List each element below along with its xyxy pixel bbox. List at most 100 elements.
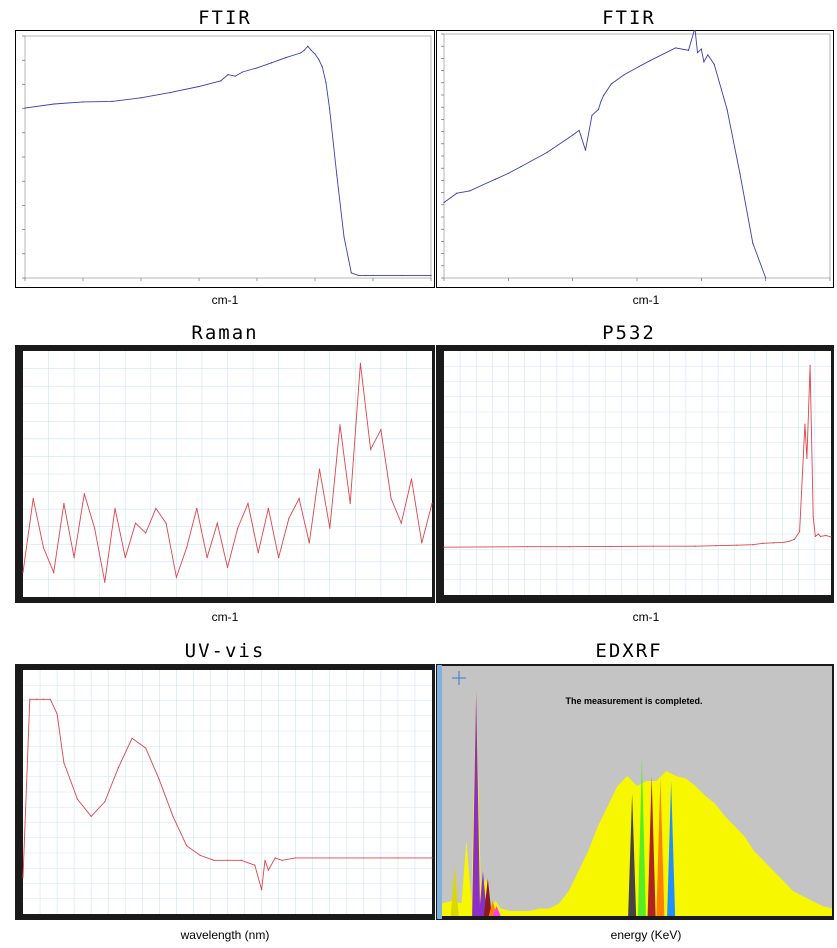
- data-point: [675, 47, 677, 49]
- data-point: [172, 815, 174, 817]
- data-point: [812, 516, 814, 518]
- x-axis-label-p532: cm-1: [632, 610, 660, 624]
- data-point: [736, 544, 738, 546]
- data-point: [752, 242, 754, 244]
- data-point: [145, 747, 147, 749]
- data-point: [357, 274, 360, 277]
- data-point: [82, 101, 84, 103]
- data-point: [73, 557, 75, 559]
- data-point: [295, 857, 297, 859]
- data-point: [318, 468, 321, 470]
- data-point: [430, 274, 432, 277]
- p532-chart: [436, 345, 834, 603]
- data-point: [42, 547, 45, 549]
- data-point: [22, 571, 24, 573]
- data-point: [443, 201, 445, 204]
- data-point: [591, 114, 593, 116]
- data-point: [90, 815, 92, 817]
- spectrum-area: [442, 691, 832, 916]
- data-point: [713, 63, 715, 65]
- data-point: [788, 540, 790, 542]
- data-point: [578, 129, 580, 132]
- data-point: [63, 762, 65, 764]
- data-point: [527, 546, 529, 548]
- data-point: [206, 557, 208, 559]
- data-point: [339, 424, 341, 426]
- data-point: [32, 498, 34, 500]
- peak-marker: [667, 781, 676, 916]
- data-point: [169, 92, 171, 94]
- data-point: [349, 502, 351, 505]
- data-point: [29, 698, 31, 700]
- data-point: [343, 236, 345, 238]
- data-point: [134, 522, 137, 524]
- data-point: [329, 857, 331, 859]
- data-point: [257, 552, 259, 554]
- data-point: [303, 49, 305, 52]
- data-point: [241, 71, 244, 73]
- data-point: [421, 542, 423, 544]
- peak-marker: [478, 871, 487, 916]
- data-point: [568, 546, 571, 548]
- data-point: [703, 61, 705, 63]
- ftir-chart-2: [436, 30, 834, 288]
- data-point: [307, 45, 309, 47]
- data-point: [765, 277, 767, 279]
- chart-frame: [436, 30, 834, 288]
- data-point: [410, 478, 413, 480]
- x-axis-label-ftir-1: cm-1: [211, 293, 239, 307]
- data-point: [53, 571, 55, 573]
- x-axis-label-raman: cm-1: [211, 610, 239, 624]
- data-point: [254, 864, 256, 866]
- data-point: [456, 192, 458, 194]
- data-point: [652, 545, 654, 547]
- data-point: [359, 362, 362, 364]
- panel-title-ftir-1: FTIR: [198, 7, 252, 29]
- data-point: [111, 100, 113, 102]
- data-point: [400, 522, 402, 524]
- data-point: [267, 869, 269, 871]
- data-point: [314, 53, 316, 55]
- data-point: [772, 542, 775, 544]
- data-point: [584, 149, 587, 151]
- data-point: [806, 457, 808, 459]
- x-axis-label-uvvis: wavelength (nm): [180, 928, 270, 942]
- data-point: [814, 535, 816, 538]
- data-point: [696, 51, 699, 54]
- data-point: [288, 517, 290, 519]
- ftir-chart-1: [15, 30, 435, 288]
- data-point: [751, 544, 754, 546]
- data-point: [610, 83, 612, 85]
- data-point: [830, 536, 832, 538]
- data-point: [687, 49, 690, 51]
- data-point: [274, 857, 276, 859]
- data-point: [199, 854, 201, 857]
- data-point: [817, 533, 820, 535]
- data-point: [42, 698, 45, 700]
- data-point: [165, 522, 167, 524]
- data-point: [216, 522, 218, 524]
- data-point: [370, 448, 372, 450]
- data-point: [83, 493, 85, 495]
- status-message: The measurement is completed.: [565, 696, 702, 706]
- data-point: [372, 274, 374, 277]
- data-point: [22, 876, 24, 878]
- data-point: [325, 81, 327, 83]
- data-point: [49, 698, 51, 700]
- data-point: [114, 507, 116, 510]
- data-point: [220, 80, 222, 82]
- data-point: [707, 54, 709, 56]
- data-point: [104, 581, 106, 583]
- data-point: [809, 365, 811, 367]
- data-point: [726, 108, 728, 111]
- raman-chart: [15, 345, 435, 603]
- data-point: [546, 151, 548, 154]
- data-point: [694, 545, 696, 547]
- chart-frame: [15, 30, 435, 288]
- data-point: [145, 532, 147, 534]
- data-point: [363, 857, 365, 859]
- edxrf-chart: The measurement is completed.: [436, 664, 834, 920]
- x-axis-label-edxrf: energy (KeV): [610, 928, 682, 942]
- data-point: [256, 67, 258, 69]
- peak-marker: [628, 793, 637, 916]
